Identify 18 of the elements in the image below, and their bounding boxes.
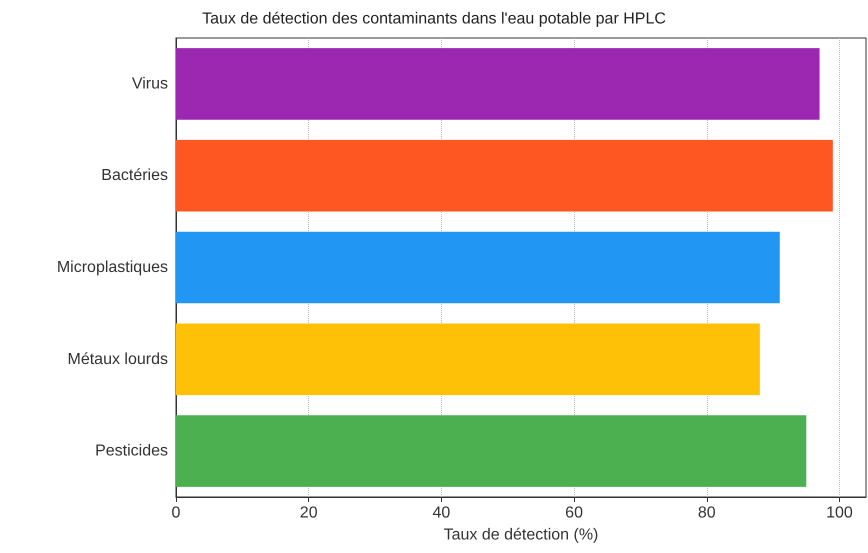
x-tick-label: 100 [826, 504, 853, 522]
chart-title: Taux de détection des contaminants dans l'eau potable par HPLC [202, 10, 666, 28]
x-tick-label: 80 [698, 504, 716, 522]
bar [176, 140, 833, 212]
y-tick-label: Bactéries [101, 167, 168, 184]
bar [176, 232, 780, 304]
x-tick-label: 40 [432, 504, 450, 522]
y-tick-label: Virus [132, 75, 168, 92]
y-tick-label: Microplastiques [56, 259, 168, 276]
bar [176, 48, 820, 120]
y-tick-label: Métaux lourds [68, 350, 168, 368]
y-tick-label: Pesticides [95, 442, 168, 460]
bar [176, 324, 760, 396]
x-axis-title: Taux de détection (%) [444, 526, 598, 544]
x-tick-label: 60 [565, 504, 584, 522]
x-tick-label: 0 [172, 504, 181, 522]
bar [176, 415, 806, 487]
x-tick-label: 20 [300, 504, 318, 522]
